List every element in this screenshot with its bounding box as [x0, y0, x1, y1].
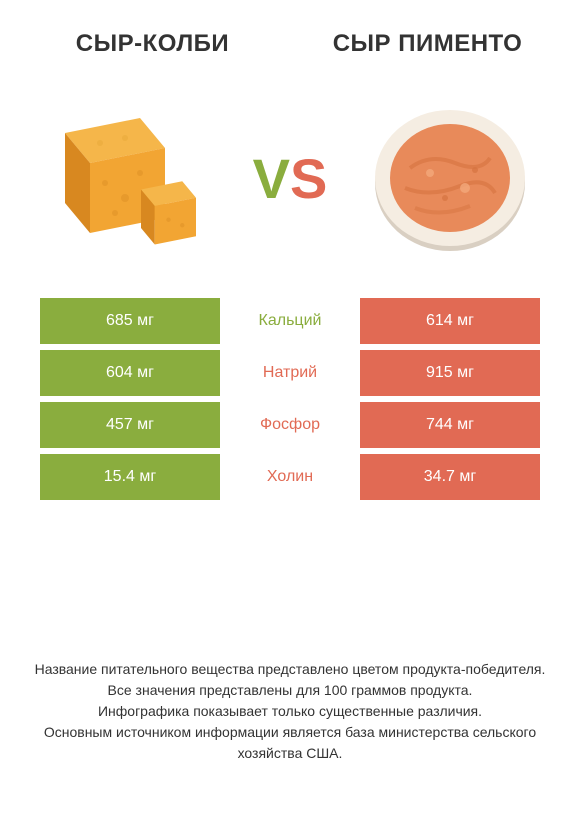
footnote-line: Основным источником информации является … — [30, 722, 550, 764]
left-value: 15.4 мг — [40, 454, 220, 500]
comparison-table: 685 мг Кальций 614 мг 604 мг Натрий 915 … — [40, 298, 540, 500]
vs-label: VS — [253, 146, 328, 211]
cheese-icon — [45, 103, 215, 253]
footnote-line: Все значения представлены для 100 граммо… — [30, 680, 550, 701]
images-row: VS — [0, 68, 580, 298]
footnote-line: Инфографика показывает только существенн… — [30, 701, 550, 722]
left-value: 685 мг — [40, 298, 220, 344]
nutrient-label: Холин — [220, 454, 360, 500]
left-value: 604 мг — [40, 350, 220, 396]
table-row: 685 мг Кальций 614 мг — [40, 298, 540, 344]
nutrient-label: Кальций — [220, 298, 360, 344]
right-value: 34.7 мг — [360, 454, 540, 500]
header: СЫР-КОЛБИ СЫР ПИМЕНТО — [0, 0, 580, 68]
nutrient-label: Натрий — [220, 350, 360, 396]
right-product-title: СЫР ПИМЕНТО — [315, 30, 540, 58]
right-value: 614 мг — [360, 298, 540, 344]
table-row: 457 мг Фосфор 744 мг — [40, 402, 540, 448]
footnote-line: Название питательного вещества представл… — [30, 659, 550, 680]
right-value: 915 мг — [360, 350, 540, 396]
right-product-image — [360, 88, 540, 268]
vs-s: S — [290, 147, 327, 210]
pimento-bowl-icon — [370, 98, 530, 258]
left-product-title: СЫР-КОЛБИ — [40, 30, 265, 58]
nutrient-label: Фосфор — [220, 402, 360, 448]
table-row: 604 мг Натрий 915 мг — [40, 350, 540, 396]
vs-v: V — [253, 147, 290, 210]
right-value: 744 мг — [360, 402, 540, 448]
left-value: 457 мг — [40, 402, 220, 448]
footnotes: Название питательного вещества представл… — [0, 659, 580, 764]
table-row: 15.4 мг Холин 34.7 мг — [40, 454, 540, 500]
left-product-image — [40, 88, 220, 268]
